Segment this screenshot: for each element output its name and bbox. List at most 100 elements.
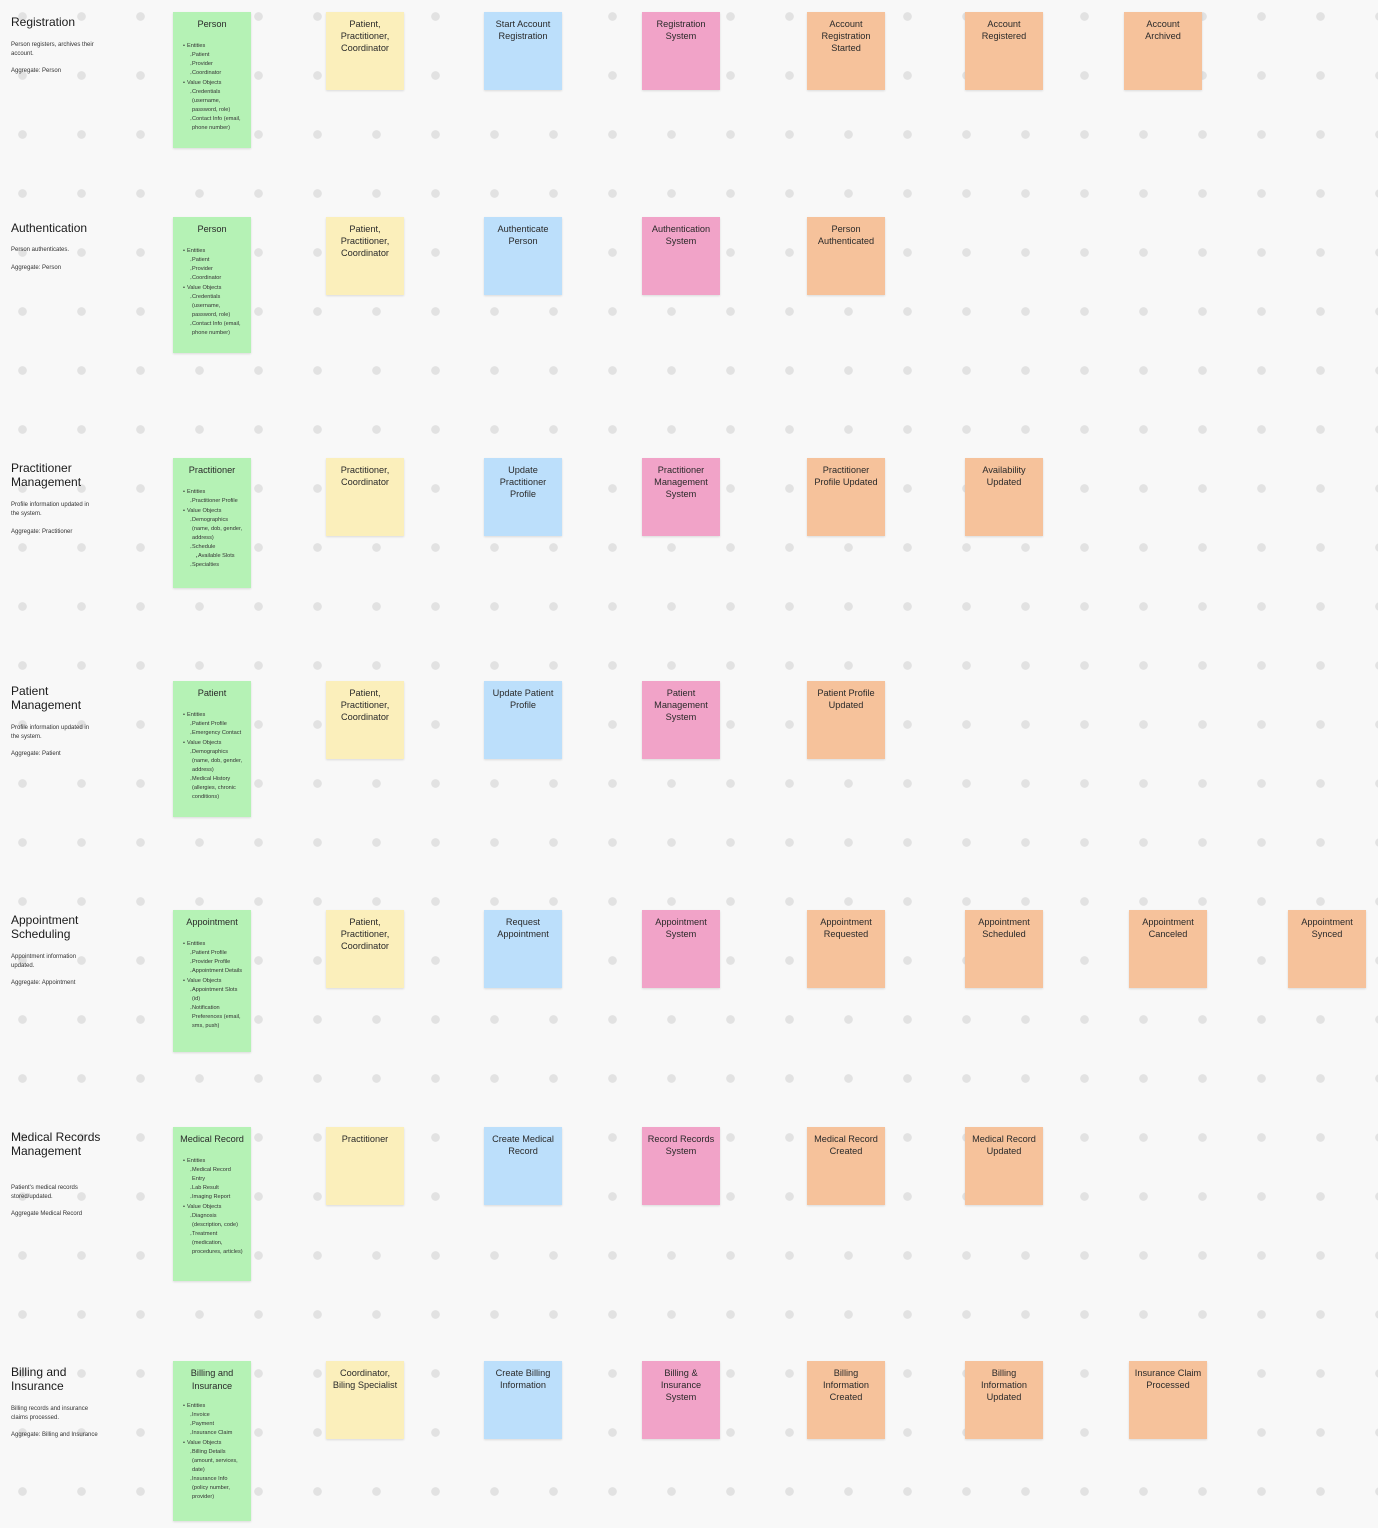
aggregate-sticky[interactable]: Appointment EntitiesPatient ProfileProvi… [173,910,251,1052]
command-sticky[interactable]: Request Appointment [484,910,562,988]
aggregate-item: Billing Details (amount, services, date) [177,1448,247,1475]
aggregate-item: Practitioner Profile [177,497,247,506]
aggregate-group-label: Entities [177,246,247,256]
event-sticky[interactable]: Appointment Requested [807,910,885,988]
event-sticky[interactable]: Insurance Claim Processed [1129,1361,1207,1439]
aggregate-title: Billing and Insurance [190,1368,234,1391]
aggregate-group-label: Value Objects [177,976,247,986]
command-sticky[interactable]: Update Practitioner Profile [484,458,562,536]
section-description: Profile information updated in the syste… [11,502,90,517]
actor-sticky[interactable]: Practitioner, Coordinator [326,458,404,536]
aggregate-item: Contact Info (email, phone number) [177,320,247,338]
section-title: Patient Management [11,684,82,712]
actor-sticky[interactable]: Patient, Practitioner, Coordinator [326,12,404,90]
aggregate-item: Specialties [177,561,247,570]
aggregate-item: Patient Profile [177,720,247,729]
section-title: Billing and Insurance [11,1365,67,1393]
aggregate-list: EntitiesPatient ProfileProvider ProfileA… [177,939,247,1031]
aggregate-list: EntitiesMedical Record EntryLab ResultIm… [177,1156,247,1257]
system-sticky[interactable]: Practitioner Management System [642,458,720,536]
aggregate-item: Schedule [177,543,247,552]
event-sticky[interactable]: Medical Record Created [807,1127,885,1205]
aggregate-item: Provider Profile [177,958,247,967]
aggregate-item: Contact Info (email, phone number) [177,115,247,133]
aggregate-list: EntitiesPatientProviderCoordinatorValue … [177,246,247,338]
event-sticky[interactable]: Practitioner Profile Updated [807,458,885,536]
section-aggregate-note: Aggregate: Appointment [11,980,76,986]
aggregate-group-label: Value Objects [177,1438,247,1448]
aggregate-sticky[interactable]: Billing and Insurance EntitiesInvoicePay… [173,1361,251,1521]
system-sticky[interactable]: Record Records System [642,1127,720,1205]
aggregate-item: Available Slots [177,552,247,561]
aggregate-item: Credentials (username, password, role) [177,88,247,115]
actor-sticky[interactable]: Patient, Practitioner, Coordinator [326,681,404,759]
command-sticky[interactable]: Start Account Registration [484,12,562,90]
aggregate-item: Insurance Info (policy number, provider) [177,1475,247,1502]
actor-sticky[interactable]: Patient, Practitioner, Coordinator [326,910,404,988]
event-sticky[interactable]: Account Registered [965,12,1043,90]
command-sticky[interactable]: Create Billing Information [484,1361,562,1439]
aggregate-sticky[interactable]: Practitioner EntitiesPractitioner Profil… [173,458,251,588]
event-sticky[interactable]: Availability Updated [965,458,1043,536]
command-sticky[interactable]: Create Medical Record [484,1127,562,1205]
section-title: Registration [11,15,76,29]
aggregate-title: Appointment [186,917,238,927]
system-sticky[interactable]: Authentication System [642,217,720,295]
section-title: Practitioner Management [11,461,82,489]
aggregate-item: Appointment Slots (id) [177,986,247,1004]
system-sticky[interactable]: Registration System [642,12,720,90]
aggregate-item: Credentials (username, password, role) [177,293,247,320]
aggregate-item: Coordinator [177,69,247,78]
section-aggregate-note: Aggregate: Person [11,265,62,271]
event-sticky[interactable]: Account Archived [1124,12,1202,90]
section-aggregate-note: Aggregate Medical Record [11,1211,83,1217]
aggregate-sticky[interactable]: Person EntitiesPatientProviderCoordinato… [173,12,251,148]
event-sticky[interactable]: Appointment Scheduled [965,910,1043,988]
aggregate-sticky[interactable]: Medical Record EntitiesMedical Record En… [173,1127,251,1281]
section-description: Profile information updated in the syste… [11,725,90,740]
actor-sticky[interactable]: Patient, Practitioner, Coordinator [326,217,404,295]
event-sticky[interactable]: Appointment Synced [1288,910,1366,988]
aggregate-group-label: Value Objects [177,1202,247,1212]
system-sticky[interactable]: Billing & Insurance System [642,1361,720,1439]
section-title: Appointment Scheduling [11,913,79,941]
aggregate-item: Provider [177,60,247,69]
aggregate-item: Imaging Report [177,1193,247,1202]
aggregate-item: Patient [177,256,247,265]
command-sticky[interactable]: Update Patient Profile [484,681,562,759]
system-sticky[interactable]: Patient Management System [642,681,720,759]
actor-sticky[interactable]: Practitioner [326,1127,404,1205]
aggregate-list: EntitiesPatient ProfileEmergency Contact… [177,710,247,802]
event-sticky[interactable]: Billing Information Updated [965,1361,1043,1439]
aggregate-item: Patient [177,51,247,60]
section-description: Appointment information updated. [11,954,77,969]
aggregate-title: Person [197,19,227,29]
aggregate-group-label: Entities [177,487,247,497]
event-sticky[interactable]: Medical Record Updated [965,1127,1043,1205]
event-sticky[interactable]: Account Registration Started [807,12,885,90]
event-sticky[interactable]: Appointment Canceled [1129,910,1207,988]
aggregate-group-label: Entities [177,41,247,51]
section-description: Person authenticates. [11,247,70,253]
aggregate-item: Invoice [177,1411,247,1420]
command-sticky[interactable]: Authenticate Person [484,217,562,295]
event-sticky[interactable]: Person Authenticated [807,217,885,295]
aggregate-list: EntitiesPractitioner ProfileValue Object… [177,487,247,570]
section-description: Patient's medical records stored/updated… [11,1185,78,1200]
aggregate-item: Demographics (name, dob, gender, address… [177,748,247,775]
section-title: Medical Records Management [11,1130,101,1158]
aggregate-group-label: Value Objects [177,78,247,88]
aggregate-group-label: Entities [177,1401,247,1411]
event-sticky[interactable]: Patient Profile Updated [807,681,885,759]
event-sticky[interactable]: Billing Information Created [807,1361,885,1439]
section-aggregate-note: Aggregate: Billing and Insurance [11,1432,98,1438]
section-aggregate-note: Aggregate: Patient [11,751,61,757]
aggregate-sticky[interactable]: Patient EntitiesPatient ProfileEmergency… [173,681,251,817]
aggregate-sticky[interactable]: Person EntitiesPatientProviderCoordinato… [173,217,251,353]
aggregate-item: Patient Profile [177,949,247,958]
section-description: Person registers, archives their account… [11,42,94,57]
aggregate-group-label: Value Objects [177,506,247,516]
actor-sticky[interactable]: Coordinator, Biling Specialist [326,1361,404,1439]
aggregate-title: Patient [197,688,227,698]
system-sticky[interactable]: Appointment System [642,910,720,988]
